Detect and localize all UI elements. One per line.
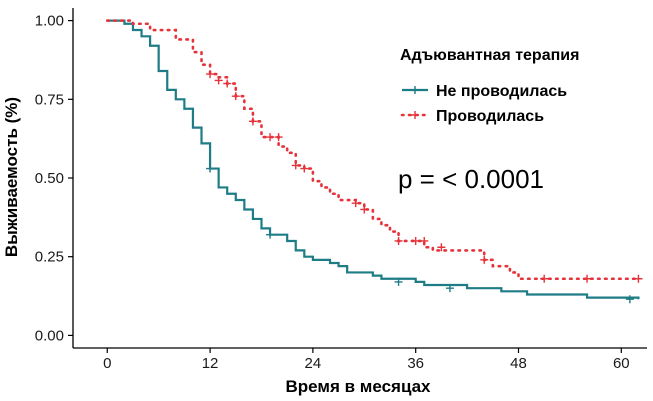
censor-mark: [540, 274, 549, 283]
censor-mark: [214, 76, 223, 85]
y-axis-title: Выживаемость (%): [2, 97, 21, 257]
y-tick-label: 0.75: [35, 91, 64, 108]
legend-censor-swatch: [411, 111, 419, 119]
censor-mark: [437, 243, 446, 252]
censor-mark: [634, 274, 643, 283]
censor-mark: [266, 230, 275, 239]
legend-item-2: Проводилась: [400, 108, 544, 125]
censor-mark: [480, 255, 489, 264]
series-2: [105, 19, 643, 283]
censor-mark: [420, 236, 429, 245]
legend-censor-swatch: [411, 86, 419, 94]
x-axis-title: Время в месяцах: [285, 377, 431, 396]
censor-mark: [394, 277, 403, 286]
censor-mark: [394, 236, 403, 245]
y-tick-label: 0.00: [35, 327, 64, 344]
survival-curve: [107, 19, 640, 300]
legend-label: Не проводилась: [436, 83, 567, 100]
legend-item-1: Не проводилась: [402, 83, 567, 100]
survival-curve: [105, 19, 640, 281]
legend: Адъювантная терапия Не проводилась Провод…: [400, 47, 579, 125]
x-tick-label: 0: [103, 355, 111, 372]
y-tick-label: 0.25: [35, 249, 64, 266]
x-tick-label: 36: [407, 355, 424, 372]
axes-group: 0 12 24 36 48 60 0.00 0.25 0.50 0.75 1.00: [35, 8, 647, 372]
censor-mark: [291, 161, 300, 170]
legend-label: Проводилась: [436, 108, 544, 125]
x-tick-label: 24: [305, 355, 322, 372]
censor-mark: [248, 117, 257, 126]
censor-mark: [206, 70, 215, 79]
censor-mark: [300, 164, 309, 173]
censor-mark: [206, 164, 215, 173]
legend-items: Не проводилась Проводилась: [400, 83, 567, 125]
p-value-annotation: p = < 0.0001: [398, 164, 544, 194]
censor-mark: [351, 199, 360, 208]
censor-mark: [266, 133, 275, 142]
censor-mark: [411, 236, 420, 245]
censor-mark: [583, 274, 592, 283]
censor-mark: [625, 295, 634, 304]
censor-mark: [223, 79, 232, 88]
censor-mark: [274, 133, 283, 142]
censor-mark: [231, 92, 240, 101]
series-1: [107, 19, 640, 304]
x-tick-label: 12: [202, 355, 219, 372]
legend-title: Адъювантная терапия: [400, 47, 579, 64]
censor-mark: [445, 284, 454, 293]
x-tick-label: 48: [510, 355, 527, 372]
censor-mark: [360, 205, 369, 214]
y-tick-label: 0.50: [35, 170, 64, 187]
y-tick-label: 1.00: [35, 13, 64, 30]
x-tick-label: 60: [613, 355, 630, 372]
series-layer: [105, 19, 643, 304]
